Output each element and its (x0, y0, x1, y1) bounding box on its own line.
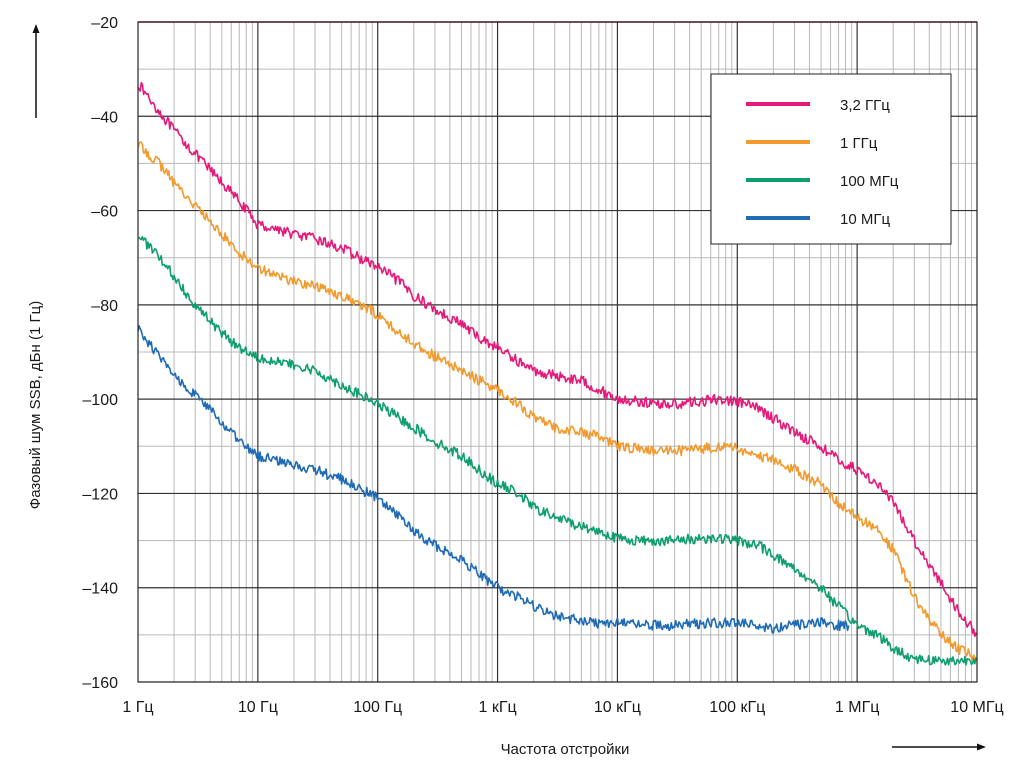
x-tick-label: 100 Гц (353, 699, 402, 716)
legend: 3,2 ГГц 1 ГГц 100 МГц 10 МГц (710, 73, 952, 245)
x-axis-title: Частота отстройки (501, 741, 630, 758)
y-tick-labels: –20 –40 –60 –80 –100 –120 –140 –160 (82, 15, 118, 692)
x-axis-arrow (892, 743, 986, 751)
y-axis-title: Фазовый шум SSB, дБн (1 Гц) (27, 301, 44, 509)
x-tick-label: 10 МГц (950, 699, 1003, 716)
y-tick-label: –140 (82, 581, 118, 598)
y-tick-label: –80 (91, 298, 118, 315)
x-tick-label: 10 Гц (238, 699, 278, 716)
x-tick-label: 10 кГц (594, 699, 641, 716)
minor-gridlines (138, 22, 977, 682)
y-tick-label: –100 (82, 392, 118, 409)
legend-label: 1 ГГц (840, 135, 878, 152)
x-tick-label: 100 кГц (709, 699, 765, 716)
y-tick-label: –40 (91, 109, 118, 126)
legend-label: 10 МГц (840, 211, 890, 228)
x-tick-label: 1 кГц (478, 699, 516, 716)
x-tick-labels: 1 Гц 10 Гц 100 Гц 1 кГц 10 кГц 100 кГц 1 МГц 10… (122, 699, 1003, 716)
y-tick-label: –60 (91, 204, 118, 221)
x-tick-label: 1 Гц (122, 699, 153, 716)
plot-frame (137, 21, 978, 683)
series-line (137, 141, 978, 663)
y-tick-label: –20 (91, 15, 118, 32)
series-layer (137, 81, 978, 666)
y-axis-arrow (32, 24, 40, 118)
series-line (137, 235, 978, 666)
x-tick-label: 1 МГц (835, 699, 880, 716)
y-tick-label: –120 (82, 486, 118, 503)
legend-label: 3,2 ГГц (840, 97, 890, 114)
y-tick-label: –160 (82, 675, 118, 692)
series-line (137, 81, 978, 638)
legend-label: 100 МГц (840, 173, 899, 190)
series-line (137, 325, 850, 634)
